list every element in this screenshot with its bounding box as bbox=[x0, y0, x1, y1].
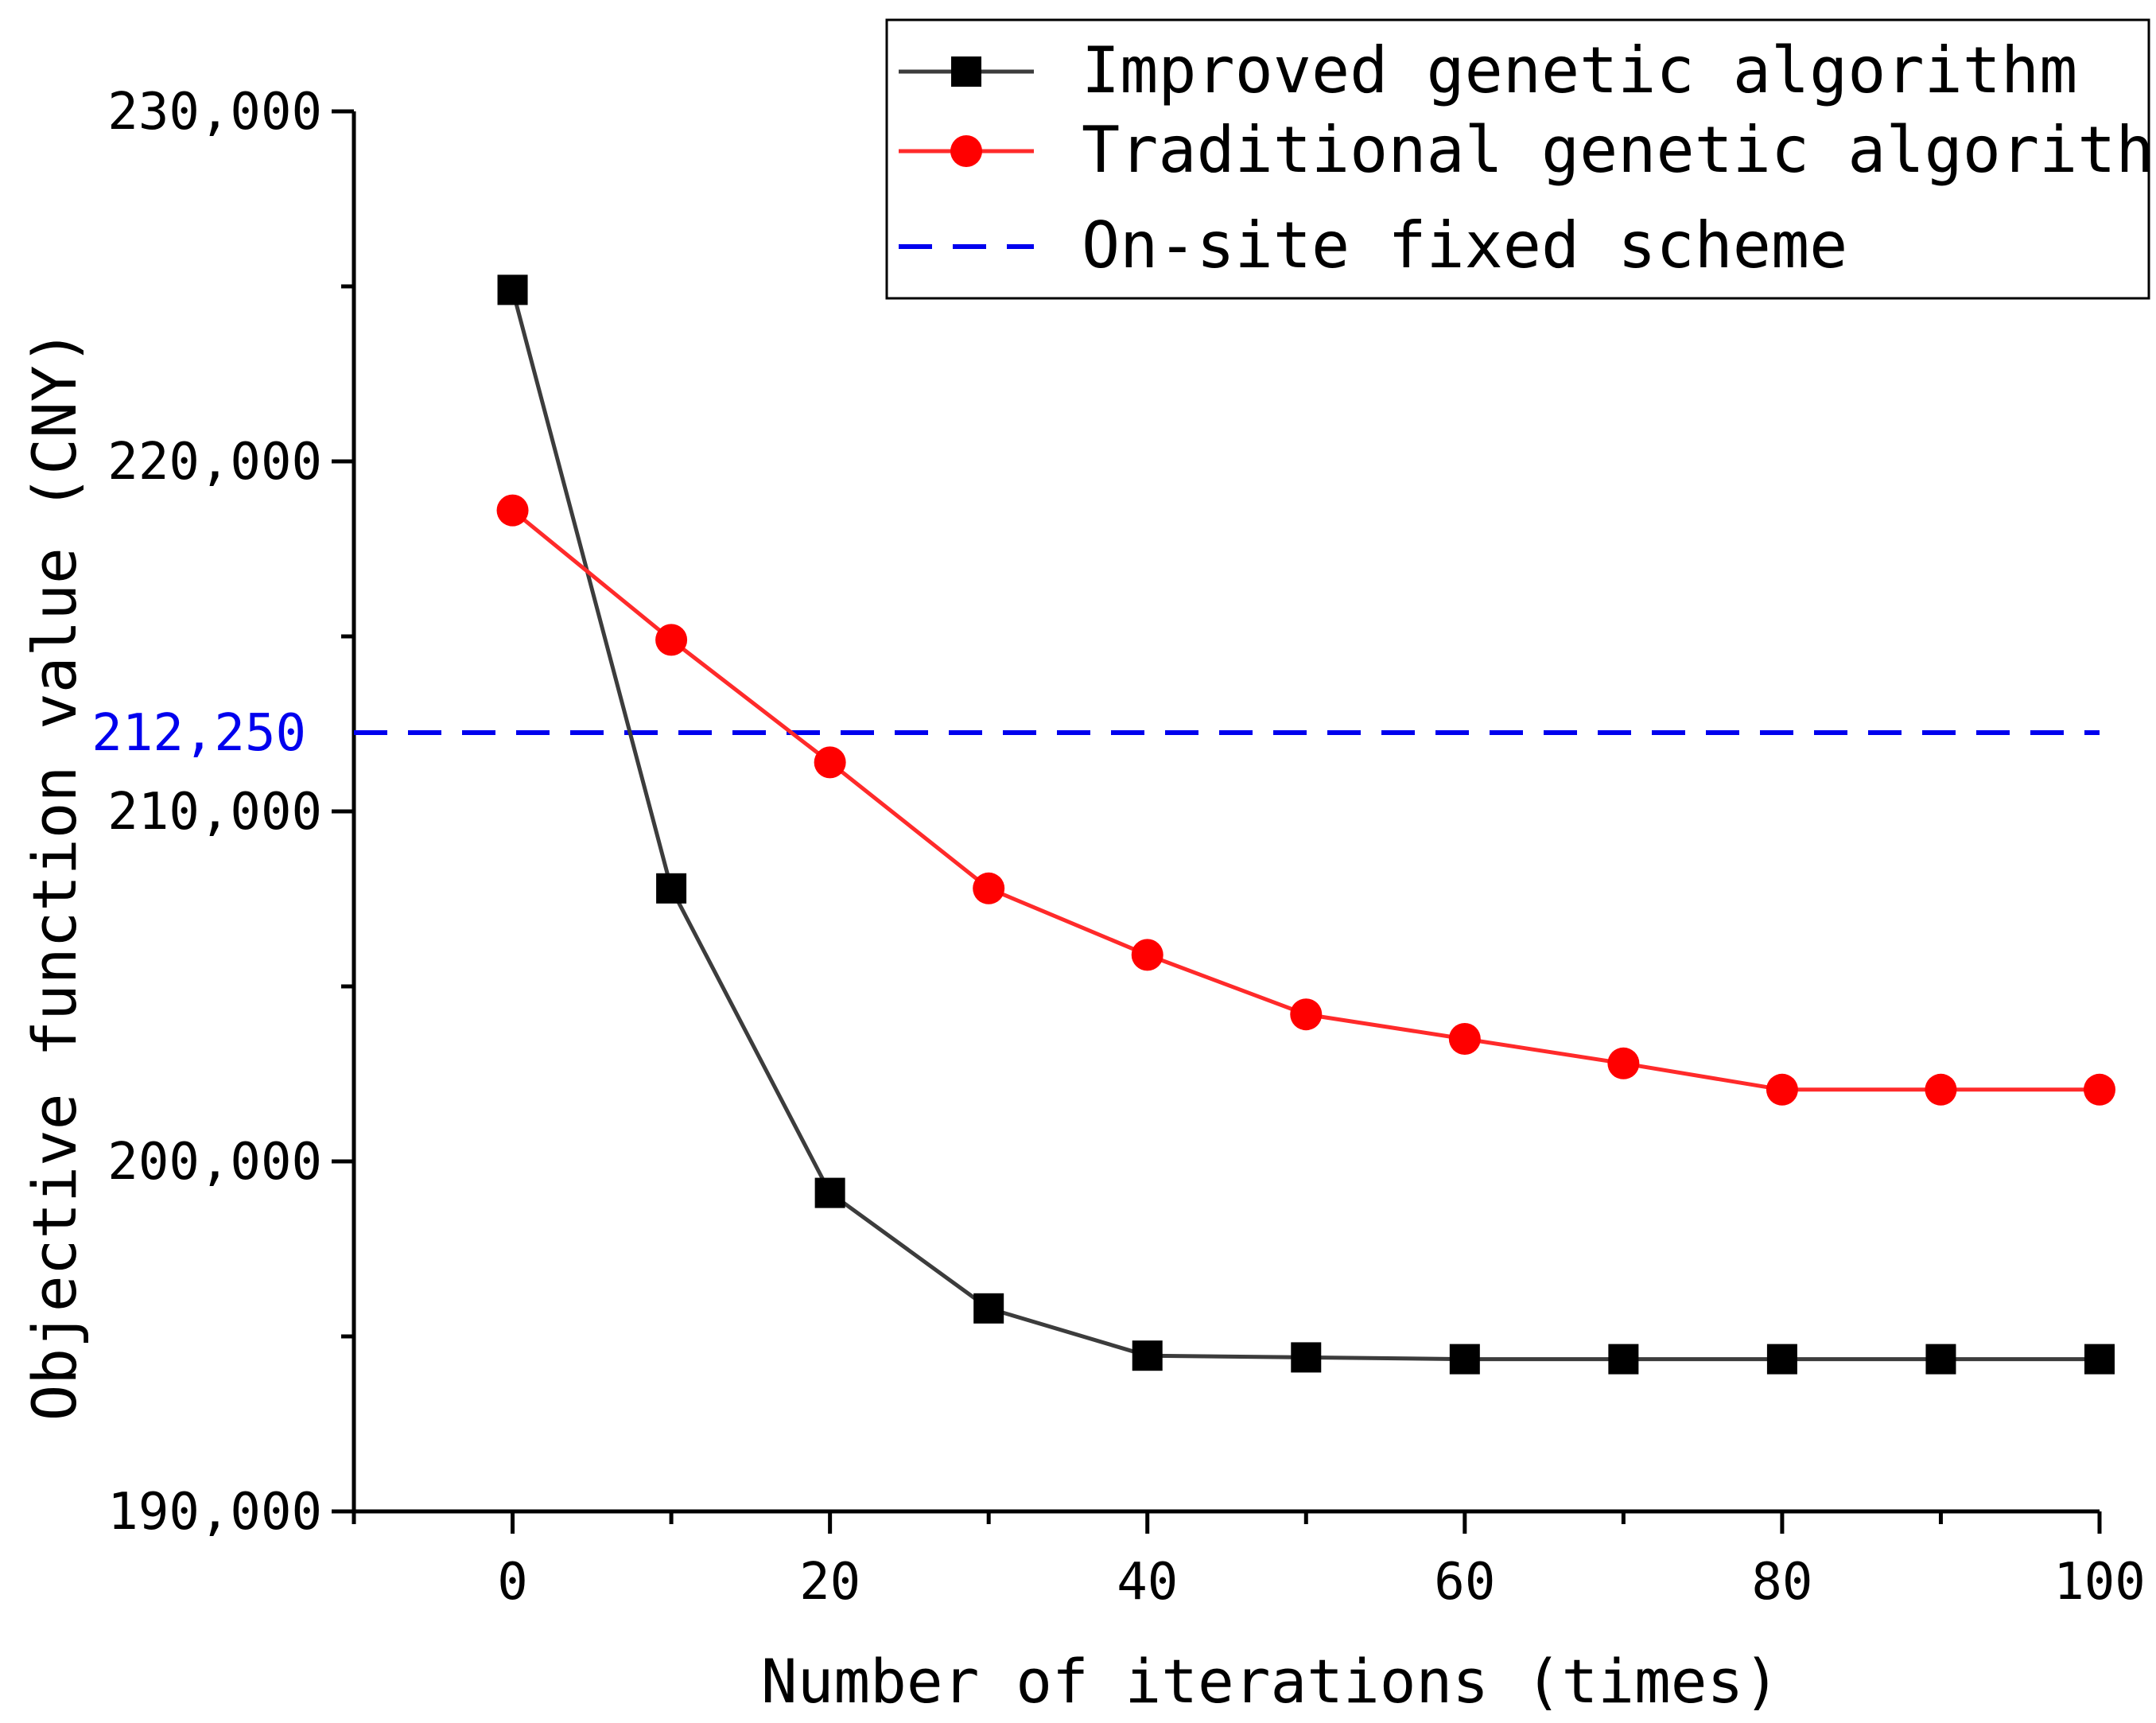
data-point-circle bbox=[1290, 998, 1323, 1031]
x-tick-label: 40 bbox=[1117, 1553, 1178, 1612]
data-point-square bbox=[656, 873, 687, 904]
x-tick-label: 0 bbox=[497, 1553, 528, 1612]
y-tick-label: 230,000 bbox=[107, 83, 322, 142]
data-point-square bbox=[1291, 1342, 1322, 1373]
data-point-square bbox=[1449, 1344, 1480, 1375]
data-point-square bbox=[973, 1293, 1004, 1324]
legend-box bbox=[885, 18, 2150, 300]
series-line-1 bbox=[511, 289, 2100, 1362]
data-point-square bbox=[1608, 1344, 1639, 1375]
data-point-square bbox=[497, 274, 528, 305]
data-point-square bbox=[2084, 1344, 2115, 1375]
x-tick-label: 100 bbox=[2053, 1553, 2146, 1612]
x-tick-label: 80 bbox=[1751, 1553, 1812, 1612]
data-point-circle bbox=[973, 872, 1005, 904]
y-axis-title: Objective function value (CNY) bbox=[19, 329, 90, 1422]
data-point-circle bbox=[1607, 1047, 1640, 1079]
y-tick-label: 220,000 bbox=[107, 433, 322, 492]
data-point-square bbox=[1766, 1344, 1797, 1375]
data-point-circle bbox=[1131, 939, 1163, 971]
data-point-square bbox=[1925, 1344, 1956, 1375]
data-point-circle bbox=[1925, 1073, 1957, 1106]
series-group bbox=[496, 274, 2115, 1375]
y-tick-label: 210,000 bbox=[107, 783, 322, 842]
x-tick-label: 60 bbox=[1434, 1553, 1495, 1612]
data-point-circle bbox=[2084, 1073, 2115, 1106]
data-point-square bbox=[1132, 1340, 1163, 1371]
y-tick-label: 200,000 bbox=[107, 1133, 322, 1192]
legend-swatch-square bbox=[951, 56, 981, 87]
reference-line-group: 212,250 bbox=[91, 704, 2100, 763]
data-point-circle bbox=[655, 624, 688, 656]
x-axis-title: Number of iterations (times) bbox=[761, 1646, 1780, 1717]
axes: 190,000 200,000 210,000 220,000 230,000 0 20 40… bbox=[19, 83, 2146, 1717]
y-tick-label: 190,000 bbox=[107, 1483, 322, 1542]
data-point-circle bbox=[496, 494, 529, 527]
reference-line-label: 212,250 bbox=[91, 704, 306, 763]
legend-swatch-circle bbox=[950, 135, 982, 167]
data-point-circle bbox=[814, 746, 846, 779]
x-tick-label: 20 bbox=[799, 1553, 860, 1612]
data-point-circle bbox=[1448, 1023, 1481, 1055]
data-point-circle bbox=[1766, 1073, 1798, 1106]
legend-label: On-site fixed scheme bbox=[1082, 208, 1847, 282]
legend-label: Traditional genetic algorithm bbox=[1082, 113, 2156, 187]
legend-label: Improved genetic algorithm bbox=[1082, 33, 2077, 107]
data-point-square bbox=[814, 1177, 845, 1208]
